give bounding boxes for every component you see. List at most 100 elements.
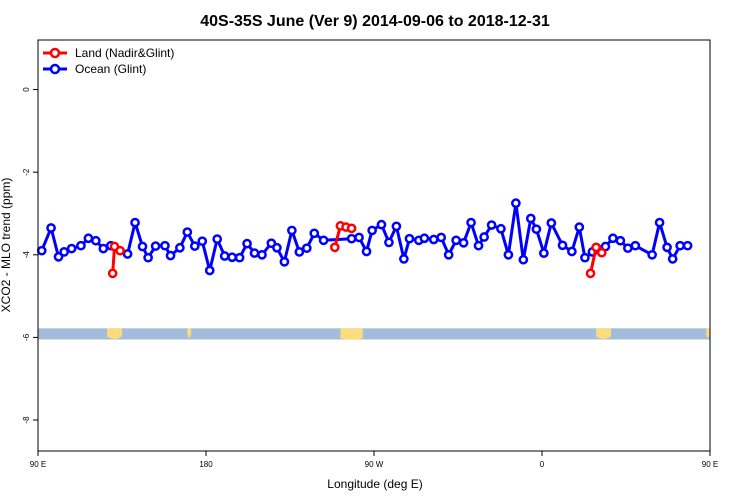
land-point — [596, 247, 607, 258]
ocean-point — [137, 241, 148, 252]
ocean-point — [234, 252, 245, 263]
surface-band — [38, 328, 710, 340]
ocean-band — [38, 328, 710, 340]
ocean-point — [479, 232, 489, 242]
ocean-point — [294, 247, 305, 257]
ocean-point — [376, 219, 387, 230]
ocean-point — [436, 232, 447, 243]
ocean-point — [567, 246, 577, 257]
ocean-point — [91, 235, 101, 246]
ocean-point — [76, 240, 86, 251]
ocean-point — [249, 248, 260, 258]
ocean-point — [451, 235, 461, 246]
ocean-point — [557, 240, 568, 251]
ocean-point — [539, 248, 549, 258]
ocean-point — [318, 235, 329, 246]
ocean-point — [354, 232, 364, 243]
ocean-point — [197, 236, 208, 247]
ocean-point — [647, 249, 657, 260]
ocean-point — [367, 225, 377, 236]
x-tick-label: 90 W — [365, 460, 384, 469]
ocean-point — [36, 245, 47, 256]
ocean-point — [361, 246, 372, 257]
ocean-point — [182, 227, 193, 237]
y-tick-label: 0 — [22, 87, 31, 92]
ocean-point — [630, 240, 641, 251]
ocean-point — [574, 222, 585, 232]
land-patch — [340, 328, 363, 340]
land-patch — [187, 328, 192, 338]
y-axis: 0 -2 -4 -6 -8 — [22, 87, 38, 424]
x-tick-label: 90 E — [30, 460, 46, 469]
x-axis-label: Longitude (deg E) — [327, 477, 422, 491]
ocean-point — [257, 249, 267, 260]
land-patch — [596, 328, 612, 339]
land-point — [591, 242, 601, 253]
ocean-point — [53, 252, 64, 262]
ocean-point — [143, 252, 153, 263]
series-layer — [36, 198, 693, 279]
ocean-point — [503, 249, 514, 260]
y-tick-label: -6 — [22, 333, 31, 341]
x-tick-label: 180 — [199, 460, 213, 469]
ocean-point — [525, 213, 536, 224]
ocean-series-line — [40, 201, 688, 272]
ocean-point — [160, 240, 170, 251]
ocean-point — [675, 240, 685, 251]
ocean-point — [654, 217, 665, 228]
ocean-point — [608, 233, 618, 244]
ocean-point — [46, 223, 56, 233]
ocean-point — [443, 249, 454, 260]
legend-land-label: Land (Nadir&Glint) — [75, 46, 174, 60]
ocean-point — [346, 233, 357, 244]
ocean-point — [309, 228, 320, 239]
ocean-point — [204, 265, 215, 276]
legend-land-marker — [49, 47, 61, 59]
ocean-point — [486, 220, 497, 230]
ocean-point — [458, 237, 469, 248]
ocean-point — [682, 240, 693, 251]
ocean-point — [615, 235, 626, 246]
ocean-point — [212, 234, 223, 244]
ocean-point — [130, 217, 140, 228]
ocean-point — [419, 233, 430, 244]
ocean-point — [219, 251, 230, 261]
ocean-point — [242, 238, 252, 249]
land-point — [107, 268, 118, 279]
land-point — [115, 245, 125, 256]
land-point — [585, 268, 596, 279]
ocean-point — [580, 252, 590, 263]
legend: Land (Nadir&Glint) Ocean (Glint) — [43, 46, 174, 76]
ocean-point — [175, 242, 185, 253]
ocean-point — [466, 217, 476, 228]
land-patch — [107, 328, 122, 339]
y-tick-label: -2 — [22, 168, 31, 176]
ocean-point — [272, 242, 282, 253]
x-axis: 90 E 180 90 W 0 90 E — [30, 451, 718, 469]
ocean-point — [428, 234, 439, 245]
land-point — [329, 242, 340, 253]
ocean-point — [496, 223, 506, 234]
ocean-point — [165, 250, 176, 261]
ocean-point — [287, 225, 297, 236]
ocean-point — [473, 240, 484, 251]
ocean-point — [404, 233, 415, 244]
y-tick-label: -8 — [22, 416, 31, 424]
ocean-point — [511, 198, 521, 209]
ocean-point — [98, 243, 109, 254]
ocean-point — [623, 243, 633, 254]
ocean-point — [301, 243, 312, 254]
ocean-point — [531, 224, 542, 235]
legend-ocean-label: Ocean (Glint) — [75, 62, 146, 76]
ocean-point — [150, 241, 161, 251]
ocean-point — [122, 249, 133, 259]
ocean-point — [399, 254, 409, 264]
ocean-point — [391, 221, 402, 232]
ocean-point — [279, 256, 290, 267]
x-tick-label: 90 E — [702, 460, 718, 469]
ocean-point — [662, 242, 672, 253]
ocean-point — [66, 243, 77, 254]
ocean-point — [384, 237, 394, 248]
ocean-point — [667, 254, 678, 264]
